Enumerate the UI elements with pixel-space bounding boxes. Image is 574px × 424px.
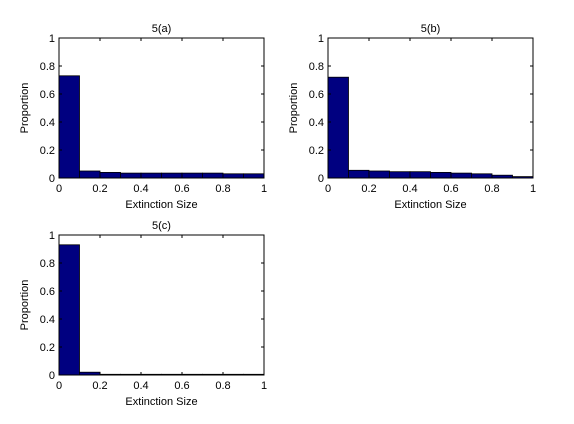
y-tick-label: 1 — [49, 230, 55, 242]
x-tick-label: 0.2 — [361, 183, 376, 195]
y-tick-label: 0.6 — [309, 89, 324, 101]
bar — [409, 171, 431, 179]
plot-area — [328, 38, 533, 178]
bar — [58, 75, 80, 179]
y-tick-label: 0.8 — [40, 258, 55, 270]
x-tick-label: 1 — [261, 183, 267, 195]
x-tick-label: 0 — [56, 380, 62, 392]
x-tick-label: 1 — [261, 380, 267, 392]
y-tick-label: 0.8 — [40, 61, 55, 73]
x-tick-label: 0.4 — [133, 183, 148, 195]
bar — [99, 171, 121, 179]
x-axis-label: Extinction Size — [125, 396, 197, 408]
bar — [222, 173, 244, 179]
bar — [430, 171, 452, 179]
axes-box — [327, 37, 534, 179]
y-axis-label: Proportion — [288, 83, 300, 134]
x-tick-label: 0.4 — [133, 380, 148, 392]
y-tick-label: 0.6 — [40, 89, 55, 101]
bar — [368, 170, 390, 179]
bar — [243, 173, 265, 179]
bar — [140, 172, 162, 179]
plot-area — [59, 235, 264, 375]
bar — [58, 244, 80, 376]
chart-title: 5(b) — [421, 23, 441, 35]
y-tick-label: 0 — [318, 173, 324, 185]
x-tick-label: 0 — [325, 183, 331, 195]
x-tick-label: 0.6 — [443, 183, 458, 195]
x-tick-label: 0.6 — [174, 380, 189, 392]
y-tick-label: 0.4 — [40, 314, 55, 326]
y-tick-label: 0.8 — [309, 61, 324, 73]
chart-title: 5(a) — [152, 23, 172, 35]
panel-c: 0 0.2 0.4 0.6 0.8 1 0 0.2 0.4 0.6 0.8 1 5(c) Extincti… — [19, 220, 267, 408]
panel-b: 0 0.2 0.4 0.6 0.8 1 0 0.2 0.4 0.6 0.8 1 5(b) Extincti… — [288, 23, 536, 211]
x-tick-label: 0.2 — [92, 380, 107, 392]
axes-box — [58, 234, 265, 376]
y-tick-label: 0.2 — [40, 145, 55, 157]
y-tick-label: 0.2 — [309, 145, 324, 157]
y-tick-label: 1 — [318, 33, 324, 45]
y-tick-label: 1 — [49, 33, 55, 45]
bar — [120, 172, 142, 179]
bar — [327, 76, 349, 179]
y-tick-label: 0.4 — [40, 117, 55, 129]
bar — [450, 172, 472, 179]
plot-area — [59, 38, 264, 178]
y-tick-label: 0.4 — [309, 117, 324, 129]
bar — [389, 171, 411, 179]
y-tick-label: 0 — [49, 370, 55, 382]
x-tick-label: 0.8 — [215, 380, 230, 392]
x-tick-label: 0.4 — [402, 183, 417, 195]
x-axis-label: Extinction Size — [125, 199, 197, 211]
bar — [161, 172, 183, 179]
y-tick-label: 0 — [49, 173, 55, 185]
x-tick-label: 1 — [530, 183, 536, 195]
y-axis-label: Proportion — [19, 280, 31, 331]
x-tick-label: 0.8 — [484, 183, 499, 195]
x-tick-label: 0.2 — [92, 183, 107, 195]
x-tick-label: 0.6 — [174, 183, 189, 195]
x-tick-label: 0 — [56, 183, 62, 195]
y-tick-label: 0.6 — [40, 286, 55, 298]
chart-title: 5(c) — [152, 220, 171, 232]
bar — [348, 169, 370, 179]
bar — [202, 172, 224, 179]
y-tick-label: 0.2 — [40, 342, 55, 354]
bar — [471, 173, 493, 179]
x-axis-label: Extinction Size — [394, 199, 466, 211]
panel-a: 0 0.2 0.4 0.6 0.8 1 0 0.2 0.4 0.6 0.8 1 5(a) Extincti… — [19, 23, 267, 211]
y-axis-label: Proportion — [19, 83, 31, 134]
axes-box — [58, 37, 265, 179]
x-tick-label: 0.8 — [215, 183, 230, 195]
bar — [79, 170, 101, 179]
bar — [181, 172, 203, 179]
